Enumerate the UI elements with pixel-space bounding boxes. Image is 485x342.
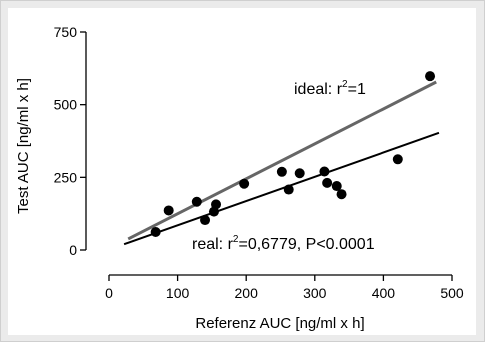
- data-point: [150, 226, 161, 237]
- annotations: ideal: r2=1 real: r2=0,6779, P<0.0001: [192, 79, 375, 253]
- data-point: [425, 71, 436, 82]
- real-line: [123, 131, 440, 246]
- x-tick-label: 200: [235, 285, 259, 301]
- ideal-line: [127, 80, 437, 241]
- data-points: [150, 71, 436, 237]
- regression-lines: [123, 80, 440, 246]
- data-point: [200, 215, 211, 226]
- data-point: [322, 177, 333, 188]
- real-annotation: real: r2=0,6779, P<0.0001: [192, 234, 375, 253]
- data-point: [331, 181, 342, 192]
- y-tick-label: 500: [54, 97, 78, 113]
- data-point: [211, 199, 222, 210]
- data-point: [294, 168, 305, 179]
- data-point: [163, 205, 174, 216]
- axes: 0 250 500 750 0 100 200 300 400 500: [54, 24, 464, 301]
- data-point: [191, 196, 202, 207]
- x-tick-label: 300: [303, 285, 327, 301]
- x-axis-label: Referenz AUC [ng/ml x h]: [195, 315, 364, 332]
- axis-labels: Referenz AUC [ng/ml x h] Test AUC [ng/ml…: [15, 78, 365, 332]
- y-tick-label: 0: [69, 242, 77, 258]
- data-point: [336, 189, 347, 200]
- data-point: [392, 154, 403, 165]
- x-tick-label: 0: [105, 285, 113, 301]
- data-point: [239, 178, 250, 189]
- scatter-chart: 0 250 500 750 0 100 200 300 400 500 Referenz AUC …: [15, 24, 464, 332]
- x-tick-label: 100: [166, 285, 190, 301]
- chart-panel: 0 250 500 750 0 100 200 300 400 500 Referenz AUC …: [8, 8, 476, 335]
- y-tick-label: 750: [54, 24, 78, 40]
- y-axis-label: Test AUC [ng/ml x h]: [15, 78, 32, 214]
- data-point: [276, 166, 287, 177]
- y-tick-label: 250: [54, 169, 78, 185]
- x-tick-label: 400: [372, 285, 396, 301]
- data-point: [283, 184, 294, 195]
- x-tick-label: 500: [440, 285, 464, 301]
- data-point: [319, 166, 330, 177]
- ideal-annotation: ideal: r2=1: [294, 79, 366, 98]
